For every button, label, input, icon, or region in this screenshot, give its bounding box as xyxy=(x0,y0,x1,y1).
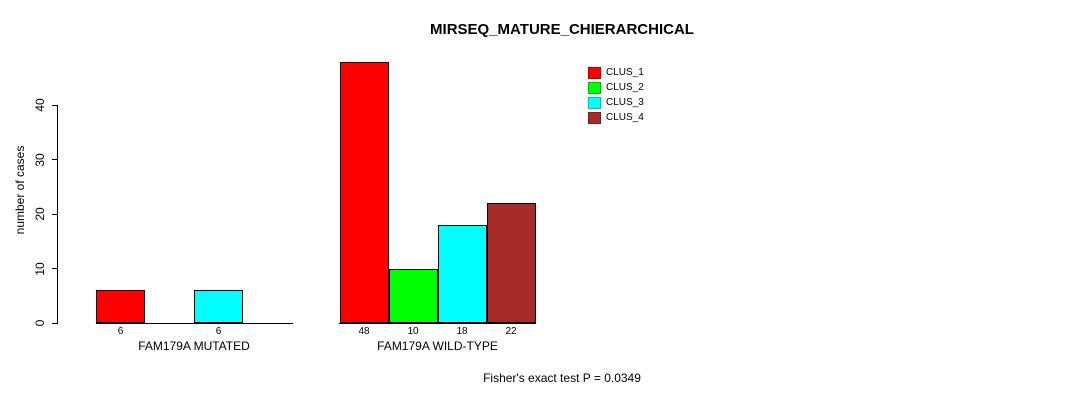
bar xyxy=(194,290,243,323)
y-axis-tick xyxy=(52,104,57,106)
annotation-text: Fisher's exact test P = 0.0349 xyxy=(483,371,641,385)
bar xyxy=(437,225,487,323)
legend-swatch-icon xyxy=(588,96,601,109)
legend-row: CLUS_1 xyxy=(588,65,644,80)
legend-row: CLUS_3 xyxy=(588,95,644,110)
bar xyxy=(486,203,536,323)
y-axis-tick-label: 40 xyxy=(33,98,47,113)
y-axis-tick xyxy=(52,213,57,215)
bar xyxy=(339,61,389,323)
y-axis-line xyxy=(57,105,58,324)
bar xyxy=(388,268,438,323)
bar-value-label: 22 xyxy=(505,326,517,337)
y-axis-tick-label: 20 xyxy=(33,207,47,221)
bar-value-label: 18 xyxy=(456,326,468,337)
bar-value-label: 6 xyxy=(215,326,222,337)
y-axis-tick-label: 10 xyxy=(33,261,47,276)
group-label: FAM179A MUTATED xyxy=(138,339,250,353)
legend: CLUS_1 CLUS_2 CLUS_3 CLUS_4 xyxy=(588,65,644,125)
legend-swatch-icon xyxy=(588,111,601,124)
legend-label: CLUS_2 xyxy=(606,82,644,93)
x-axis-baseline xyxy=(95,322,293,324)
bar xyxy=(96,290,145,323)
legend-row: CLUS_2 xyxy=(588,80,644,95)
y-axis-tick xyxy=(52,159,57,161)
bar-value-label: 6 xyxy=(117,326,124,337)
legend-swatch-icon xyxy=(588,66,601,79)
bar-value-label: 48 xyxy=(358,326,370,337)
legend-label: CLUS_1 xyxy=(606,67,644,78)
y-axis-tick-label: 30 xyxy=(33,153,47,167)
bar-value-label: 10 xyxy=(407,326,419,337)
legend-label: CLUS_3 xyxy=(606,97,644,108)
y-axis-tick-label: 0 xyxy=(33,319,47,327)
chart-title: MIRSEQ_MATURE_CHIERARCHICAL xyxy=(430,21,694,38)
legend-label: CLUS_4 xyxy=(606,112,644,123)
y-axis-tick xyxy=(52,268,57,270)
x-axis-baseline xyxy=(339,322,536,324)
y-axis-tick xyxy=(52,322,57,324)
legend-swatch-icon xyxy=(588,81,601,94)
legend-row: CLUS_4 xyxy=(588,110,644,125)
group-label: FAM179A WILD-TYPE xyxy=(377,339,498,353)
